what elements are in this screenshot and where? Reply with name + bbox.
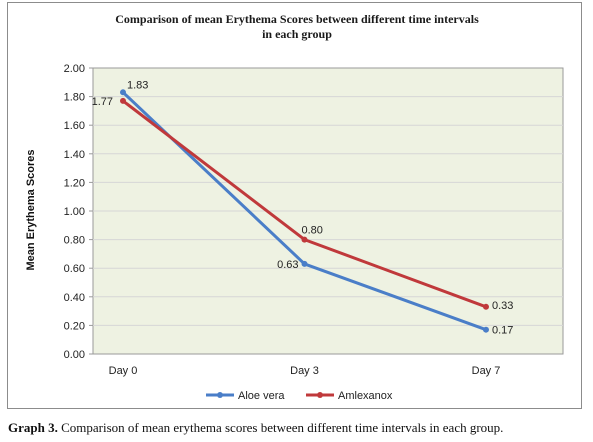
x-tick-label: Day 7	[472, 365, 501, 377]
figure-caption: Graph 3. Comparison of mean erythema sco…	[8, 420, 588, 436]
legend-label: Amlexanox	[338, 390, 393, 402]
y-tick-label: 1.60	[64, 120, 85, 132]
y-tick-label: 1.20	[64, 177, 85, 189]
chart-title-line-2: in each group	[262, 27, 332, 41]
data-point	[301, 260, 308, 267]
data-label: 1.77	[92, 96, 113, 108]
y-tick-label: 1.80	[64, 92, 85, 104]
legend-label: Aloe vera	[238, 390, 285, 402]
y-tick-label: 0.00	[64, 349, 85, 361]
legend-marker	[317, 392, 323, 398]
y-tick-labels: 0.00 0.20 0.40 0.60 0.80 1.00 1.20 1.40 1.60 1.80…	[64, 63, 85, 361]
data-point	[483, 326, 489, 333]
grid-lines	[89, 67, 563, 355]
x-tick-labels: Day 0 Day 3 Day 7	[109, 365, 501, 377]
caption-text: Comparison of mean erythema scores betwe…	[61, 420, 504, 435]
y-tick-label: 2.00	[64, 63, 85, 75]
x-tick-label: Day 0	[109, 365, 138, 377]
chart-title-line-1: Comparison of mean Erythema Scores betwe…	[115, 12, 479, 26]
data-point	[120, 97, 126, 104]
chart: Comparison of mean Erythema Scores betwe…	[25, 12, 564, 402]
legend: Aloe vera Amlexanox	[206, 390, 393, 402]
data-point	[483, 303, 489, 310]
data-label: 1.83	[127, 79, 148, 91]
x-tick-label: Day 3	[290, 365, 319, 377]
y-tick-label: 1.00	[64, 206, 85, 218]
data-label: 0.33	[492, 300, 513, 312]
y-tick-label: 0.20	[64, 320, 85, 332]
data-label: 0.63	[277, 259, 298, 271]
series-lines	[120, 89, 489, 333]
y-tick-label: 0.60	[64, 263, 85, 275]
y-tick-label: 0.40	[64, 292, 85, 304]
y-tick-label: 0.80	[64, 235, 85, 247]
figure-frame: Comparison of mean Erythema Scores betwe…	[7, 2, 582, 409]
data-label: 0.80	[302, 225, 323, 237]
data-labels: 1.83 0.63 0.17 1.77 0.80 0.33	[92, 79, 514, 336]
data-point	[301, 236, 308, 243]
data-label: 0.17	[492, 325, 513, 337]
data-point	[120, 89, 126, 96]
y-tick-label: 1.40	[64, 149, 85, 161]
caption-label: Graph 3.	[8, 420, 58, 435]
y-axis-label: Mean Erythema Scores	[25, 149, 37, 270]
legend-marker	[217, 392, 223, 398]
